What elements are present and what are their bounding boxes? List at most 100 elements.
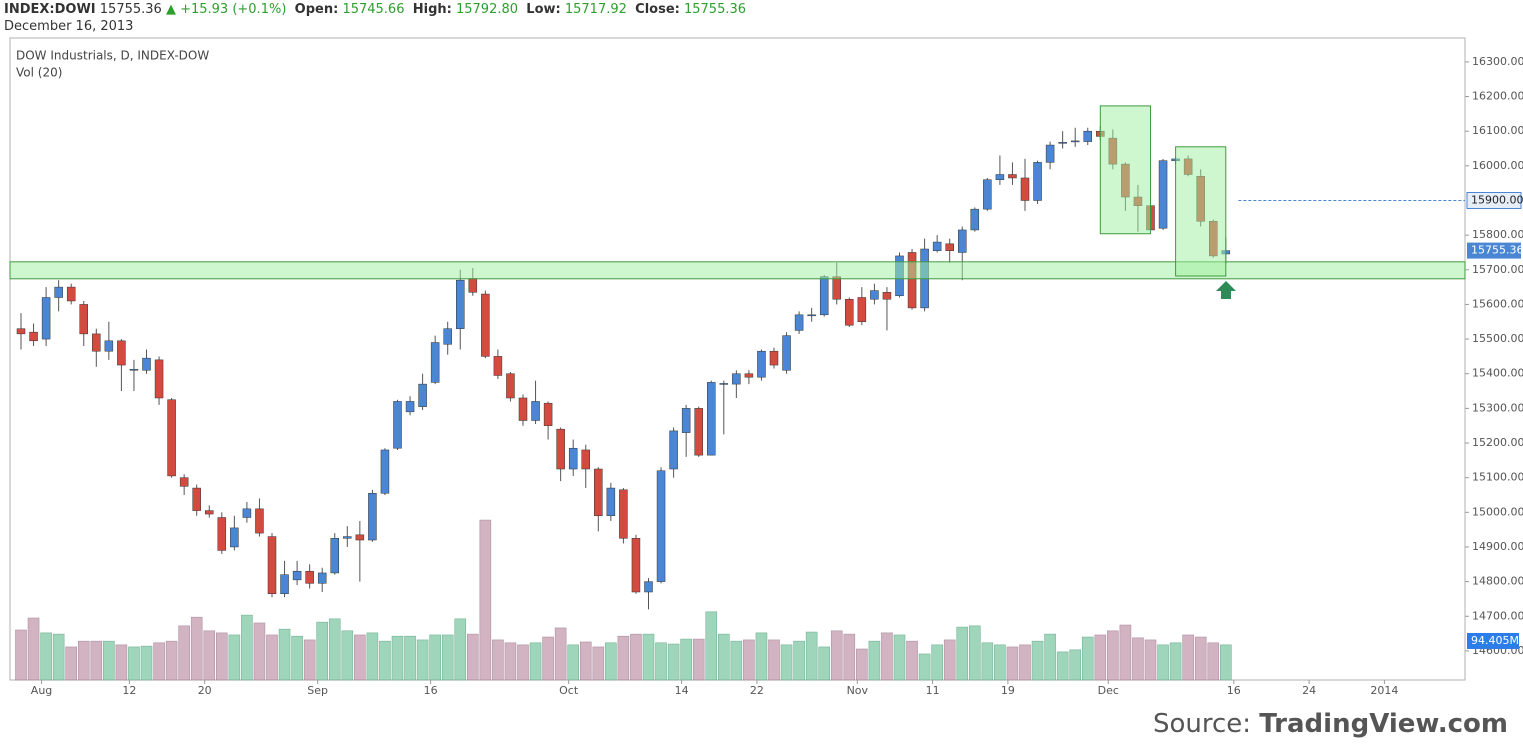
volume-bar [968,625,981,681]
volume-bar [366,632,379,681]
high: 15792.80 [455,2,519,17]
candle-body [1083,130,1092,142]
candle-body [330,538,339,574]
x-tick-label: 24 [1302,684,1316,697]
candle-body [1020,177,1030,201]
volume-bar [341,630,354,681]
volume-bar [190,616,203,681]
header: INDEX:DOWI 15755.36 ▲ +15.93 (+0.1%) Ope… [4,1,746,35]
volume-bar [1220,644,1232,681]
candle-body [845,298,854,326]
candle-body [92,333,101,352]
volume-bar [1132,637,1144,681]
volume-bar [743,639,755,681]
y-tick-label: 15700.00 [1472,263,1523,276]
candle-body [142,357,151,371]
source: Source: TradingView.com [1153,709,1508,739]
candle-body [280,574,289,594]
y-tick-label: 16000.00 [1472,159,1523,172]
volume-bar [241,614,253,681]
high-label: High: [412,2,452,17]
candle-body [317,572,327,584]
candle-body [870,290,879,300]
volume-bar [918,653,931,681]
candle-body [468,278,478,293]
candle-body [1033,162,1042,201]
candle-body [907,252,917,309]
up-arrow [1216,281,1236,299]
open-label: Open: [294,2,339,17]
candle-body [995,174,1005,180]
volume-bar [404,635,416,681]
volume-bar [542,636,554,681]
volume-bar [931,644,943,681]
volume-bar [441,634,454,681]
candle-body [644,581,653,593]
volume-bar [1056,651,1069,681]
volume-bar [479,519,492,681]
x-tick-label: 19 [1001,684,1015,697]
volume-bar [316,621,329,681]
volume-bar [755,632,768,681]
candle-body [719,383,729,385]
candle-body [292,570,302,581]
candle-body [757,350,766,378]
y-tick-label: 16200.00 [1472,90,1523,103]
candle-body [506,373,515,399]
close-label: Close: [635,2,680,17]
volume-bar [391,635,404,681]
candle-body [66,286,76,302]
last: 15755.36 [99,2,162,17]
chart-subtitle: Vol (20) [16,66,62,80]
annotation-layer [9,105,1466,280]
y-tick-label: 14900.00 [1472,540,1523,553]
volume-bar [303,639,316,681]
candle-body [543,402,553,426]
volume-bar [379,640,391,681]
candle-body [606,487,616,517]
volume-bar [906,640,918,681]
candle-body [794,314,804,331]
y-tick-label: 16100.00 [1472,124,1523,137]
volume-bar [730,640,743,681]
volume-bar [768,639,780,681]
volume-bar [567,644,580,681]
volume-bar [1207,642,1220,681]
chart-title: DOW Industrials, D, INDEX-DOW [16,49,209,63]
volume-bar [630,633,642,681]
candle-body [267,536,277,594]
candle-body [405,401,415,413]
y-tick-label: 15000.00 [1472,505,1523,518]
volume-ma-box [1467,632,1519,649]
volume-bar [717,633,730,681]
volume-bar [554,627,567,681]
volume-bar [1019,644,1031,681]
candle-body [54,286,63,298]
candle-body [368,493,377,541]
y-tick-label: 15400.00 [1472,367,1523,380]
highlight-box [1175,146,1227,277]
volume-bar [128,646,140,681]
candle-body [493,356,503,376]
volume-bar [605,642,617,681]
change: ▲ +15.93 (+0.1%) [165,2,287,17]
volume-bar [1119,624,1132,681]
volume-bar [956,626,969,681]
candle-body [882,292,892,300]
x-tick-label: Aug [31,684,52,697]
volume-bar [1006,646,1019,681]
axis-layer: 14600.0014700.0014800.0014900.0015000.00… [31,55,1523,697]
candle-body [443,328,452,345]
candle-body [732,373,741,385]
candle-body [41,297,51,340]
x-tick-label: 14 [675,684,689,697]
hline-label-box [1466,191,1522,209]
candle-body [16,328,26,335]
volume-layer [15,519,1232,681]
hline-label: 15900.00 [1471,193,1523,206]
volume-bar [90,640,103,681]
candle-body [418,383,427,407]
x-tick-label: 12 [122,684,136,697]
header-line: INDEX:DOWI 15755.36 ▲ +15.93 (+0.1%) Ope… [4,1,746,18]
